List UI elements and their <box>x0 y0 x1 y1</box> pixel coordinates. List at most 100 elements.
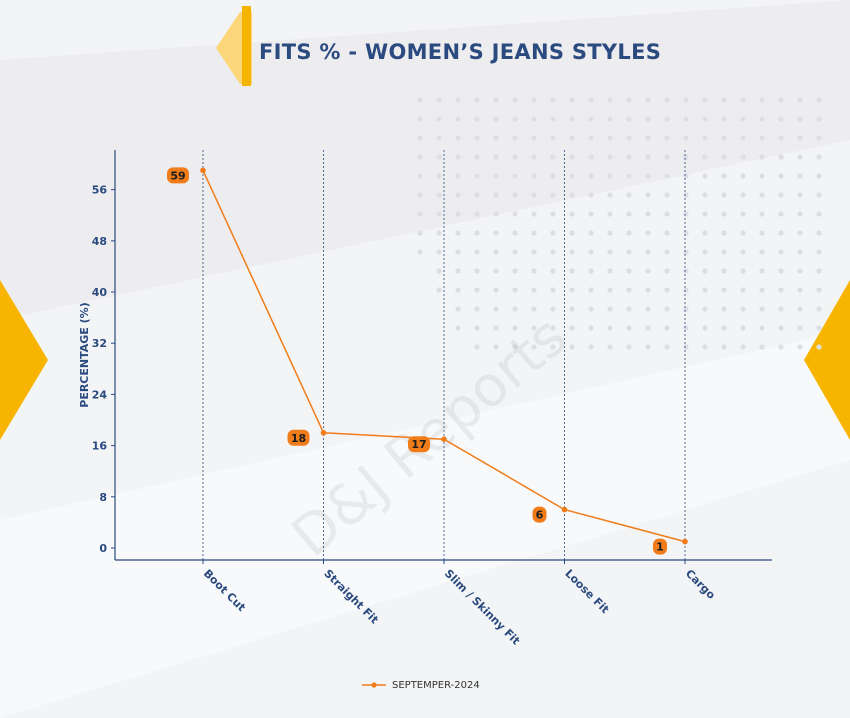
dot <box>436 230 442 236</box>
dot <box>816 154 822 160</box>
x-ticks: Boot Cut Straight Fit Slim / Skinny Fit Loo… <box>201 560 718 647</box>
dot <box>816 135 822 141</box>
dot <box>417 173 423 179</box>
dot <box>702 192 708 198</box>
data-point <box>441 436 447 443</box>
dot <box>816 173 822 179</box>
dot <box>721 344 727 350</box>
y-tick-label: 32 <box>92 337 107 350</box>
dot <box>474 249 480 255</box>
dot <box>664 306 670 312</box>
dot <box>645 135 651 141</box>
dot <box>531 249 537 255</box>
dot <box>493 192 499 198</box>
dot <box>778 230 784 236</box>
dot <box>778 249 784 255</box>
x-tick-label: Loose Fit <box>562 567 611 616</box>
dot <box>645 154 651 160</box>
dot <box>816 192 822 198</box>
dot <box>721 135 727 141</box>
dot <box>740 154 746 160</box>
dot <box>645 211 651 217</box>
dot <box>607 97 613 103</box>
dot <box>436 249 442 255</box>
dot-pattern <box>417 97 822 350</box>
dot <box>759 306 765 312</box>
dot <box>797 173 803 179</box>
dot <box>607 192 613 198</box>
y-tick-label: 16 <box>92 440 108 453</box>
dot <box>512 249 518 255</box>
dot <box>550 325 556 331</box>
dot <box>607 249 613 255</box>
dot <box>797 344 803 350</box>
y-axis-label: PERCENTAGE (%) <box>78 302 91 407</box>
x-tick-label: Cargo <box>683 567 718 602</box>
dot <box>740 344 746 350</box>
dot <box>759 325 765 331</box>
dot <box>550 154 556 160</box>
dot <box>436 268 442 274</box>
dot <box>740 97 746 103</box>
dot <box>778 116 784 122</box>
dot <box>531 268 537 274</box>
y-tick-label: 56 <box>92 184 108 197</box>
dot <box>816 249 822 255</box>
dot <box>493 230 499 236</box>
dot <box>683 116 689 122</box>
dot <box>740 211 746 217</box>
dot <box>569 211 575 217</box>
dot <box>702 287 708 293</box>
data-label: 1 <box>656 541 664 554</box>
dot <box>778 192 784 198</box>
dot <box>626 116 632 122</box>
dot <box>626 268 632 274</box>
dot <box>702 306 708 312</box>
dot <box>721 154 727 160</box>
dot <box>797 268 803 274</box>
dot <box>474 97 480 103</box>
dot <box>607 135 613 141</box>
dot <box>588 344 594 350</box>
dot <box>683 344 689 350</box>
dot <box>626 211 632 217</box>
dot <box>455 135 461 141</box>
dot <box>645 325 651 331</box>
dot <box>588 97 594 103</box>
dot <box>626 192 632 198</box>
dot <box>493 268 499 274</box>
dot <box>493 306 499 312</box>
data-labels: 59 18 17 6 1 <box>167 167 667 555</box>
dot <box>550 230 556 236</box>
dot <box>531 344 537 350</box>
dot <box>474 192 480 198</box>
dot <box>455 211 461 217</box>
dot <box>683 97 689 103</box>
dot <box>626 230 632 236</box>
dot <box>664 116 670 122</box>
dot <box>455 116 461 122</box>
title-chevron-icon <box>216 6 252 86</box>
dot <box>778 344 784 350</box>
dot <box>607 230 613 236</box>
dot <box>702 154 708 160</box>
dot <box>664 268 670 274</box>
dot <box>816 116 822 122</box>
dot <box>683 268 689 274</box>
dot <box>588 211 594 217</box>
dot <box>740 306 746 312</box>
dot <box>797 135 803 141</box>
left-accent-arrow <box>0 280 48 440</box>
dot <box>417 192 423 198</box>
dot <box>455 154 461 160</box>
dot <box>531 230 537 236</box>
dot <box>512 325 518 331</box>
dot <box>493 325 499 331</box>
dot <box>550 306 556 312</box>
dot <box>531 306 537 312</box>
dot <box>436 154 442 160</box>
chart-grid <box>202 150 686 560</box>
dot <box>816 306 822 312</box>
